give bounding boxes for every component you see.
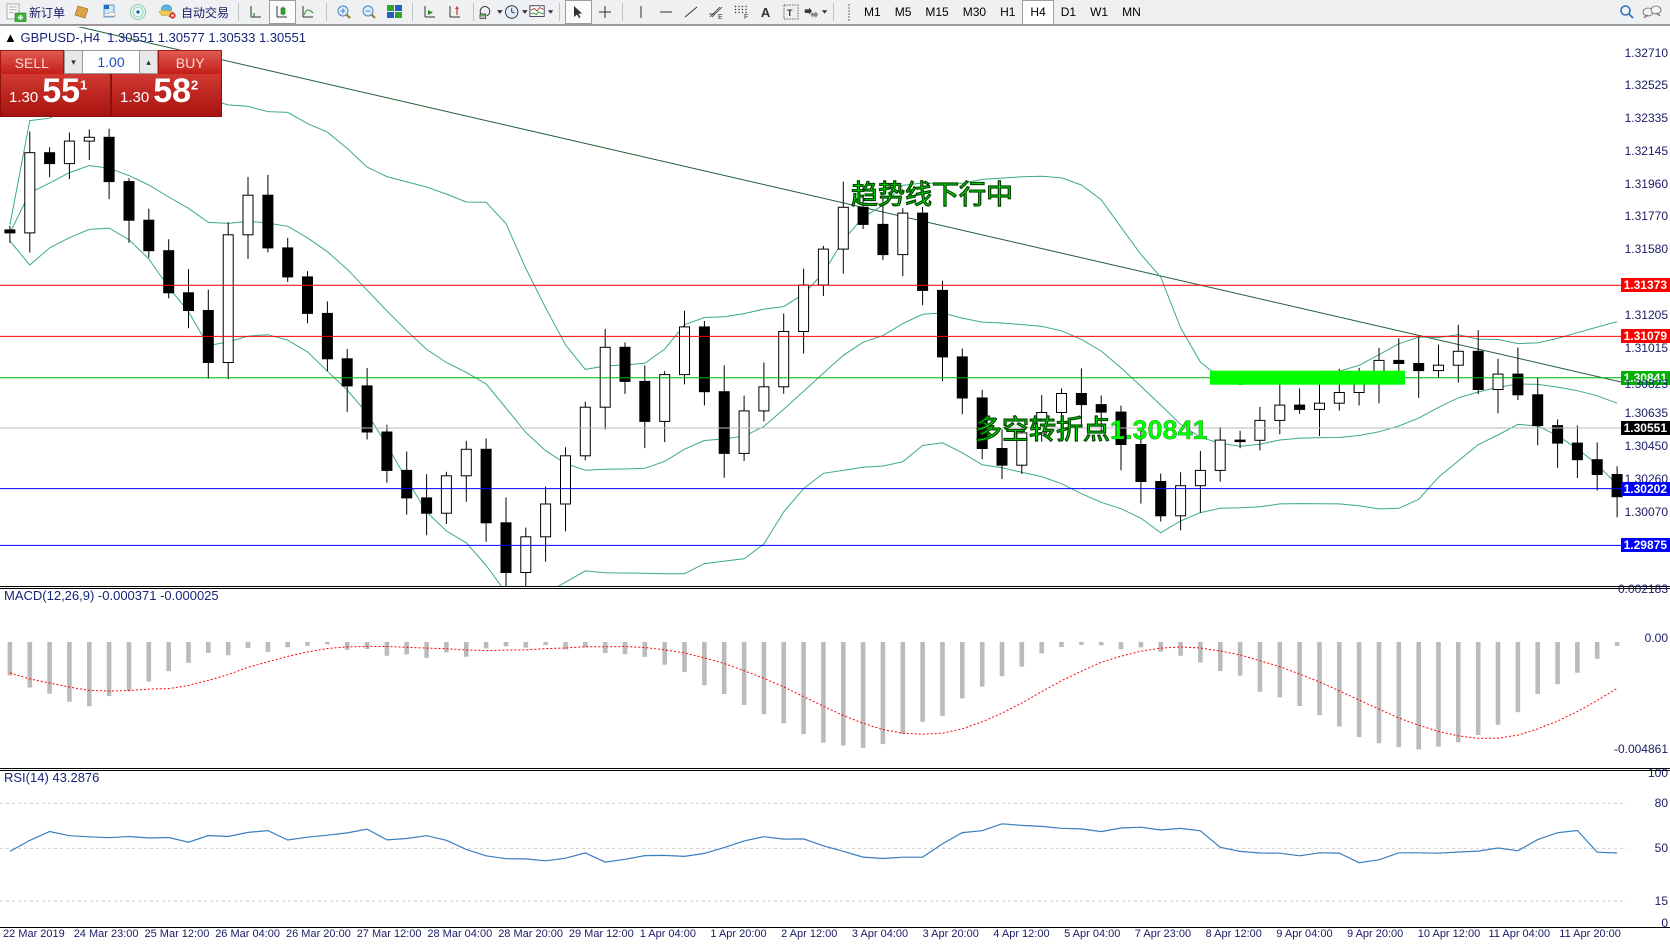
svg-text:F: F bbox=[744, 14, 748, 20]
svg-text:E: E bbox=[718, 14, 723, 20]
svg-text:多空转折点1.30841: 多空转折点1.30841 bbox=[975, 414, 1208, 445]
svg-text:T: T bbox=[787, 8, 793, 18]
svg-text:趋势线下行中: 趋势线下行中 bbox=[851, 179, 1013, 210]
